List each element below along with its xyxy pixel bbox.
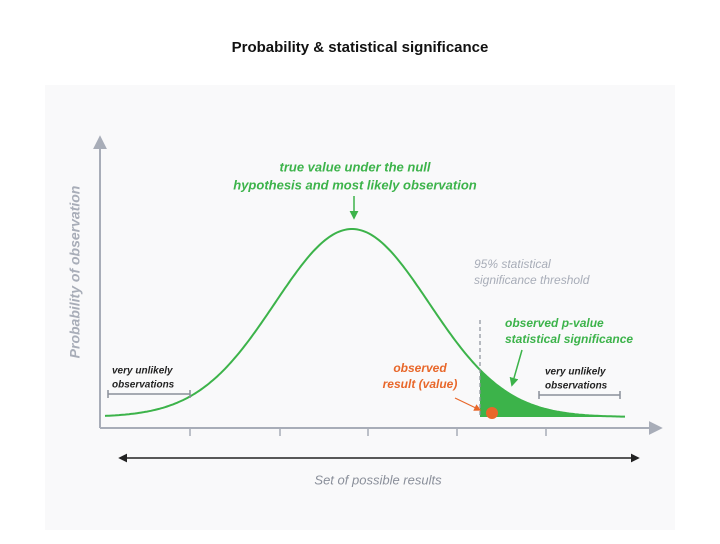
p-value-area (480, 369, 625, 417)
observed-label: observed (393, 361, 447, 375)
p-value-arrow (509, 349, 523, 387)
distribution-curve (104, 228, 625, 418)
null-label: hypothesis and most likely observation (233, 177, 477, 192)
observed-label: result (value) (383, 377, 458, 391)
y-axis-label: Probability of observation (67, 186, 83, 359)
threshold-label: 95% statistical (474, 257, 551, 271)
unlikely-label: observations (545, 381, 608, 392)
observed-point (486, 407, 498, 419)
unlikely-label: very unlikely (112, 366, 173, 377)
unlikely-label: very unlikely (545, 367, 606, 378)
p-value-label: observed p-value (505, 316, 604, 330)
observed-arrow (454, 397, 482, 411)
unlikely-bracket (107, 390, 191, 398)
unlikely-label: observations (112, 380, 175, 391)
title: Probability & statistical significance (232, 39, 489, 56)
axis-ticks (189, 428, 547, 436)
threshold-label: significance threshold (474, 273, 590, 287)
panel (45, 85, 675, 530)
unlikely-bracket (538, 391, 621, 399)
x-axis-label: Set of possible results (314, 472, 442, 487)
null-label: true value under the null (280, 159, 431, 174)
p-value-label: statistical significance (505, 332, 633, 346)
